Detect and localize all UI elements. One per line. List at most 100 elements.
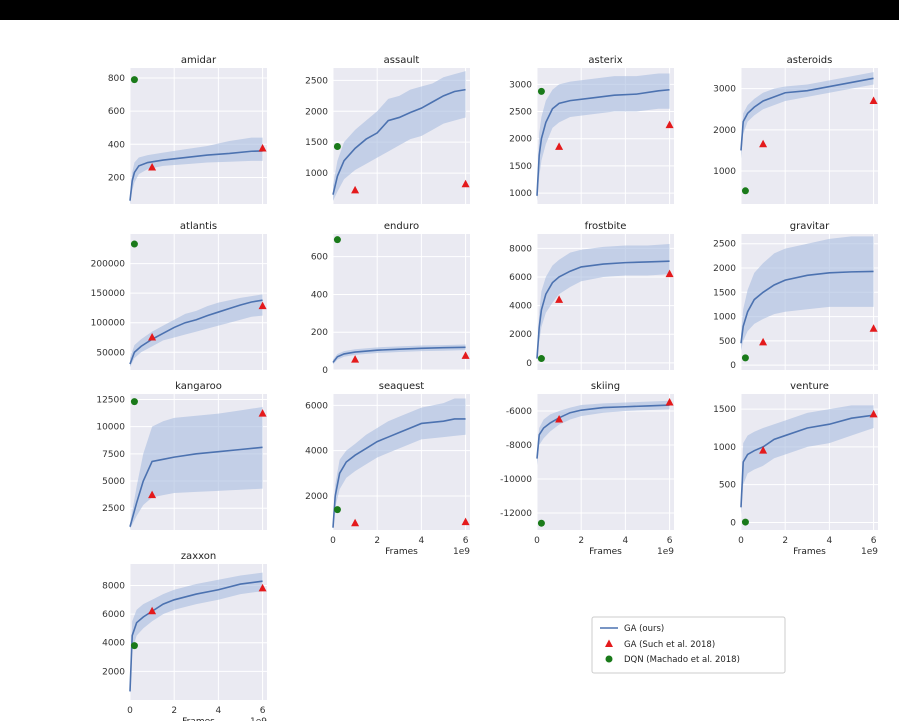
panel-kangaroo: kangaroo 2500 5000 7500 10000 12500 (96, 381, 267, 530)
y-tick-label: 800 (108, 74, 125, 84)
panel-title: enduro (384, 221, 419, 232)
y-tick-label: 2000 (102, 667, 125, 677)
top-black-bar (0, 0, 899, 20)
ga-such-marker (258, 409, 267, 417)
x-tick-label: 0 (127, 706, 133, 716)
x-tick-label: 2 (374, 536, 380, 546)
legend-triangle-swatch (605, 639, 613, 647)
y-tick-label: 200 (108, 173, 125, 183)
x-exponent-label: 1e9 (657, 547, 674, 557)
y-tick-label: 5000 (102, 477, 125, 487)
y-tick-label: 4000 (509, 302, 532, 312)
dqn-marker (537, 355, 545, 363)
x-axis-label: Frames (589, 547, 622, 557)
y-tick-label: 3000 (713, 85, 736, 95)
ga-such-marker (759, 139, 768, 148)
ga-ours-line (332, 88, 466, 195)
ga-such-marker (665, 269, 674, 278)
y-tick-label: 1000 (713, 313, 736, 323)
panel-asterix: asterix 1000 1500 2000 2500 3000 (509, 55, 674, 204)
y-tick-label: 10000 (96, 423, 125, 433)
panel-title: amidar (181, 55, 217, 66)
dqn-marker (741, 187, 749, 195)
panel-title: venture (790, 381, 829, 392)
x-axis-label: Frames (385, 547, 418, 557)
y-tick-label: 8000 (102, 581, 125, 591)
y-tick-label: 500 (719, 337, 736, 347)
ga-ours-line (740, 414, 874, 508)
ga-ours-line (740, 77, 874, 151)
y-tick-label: 2000 (713, 264, 736, 274)
y-tick-label: 100000 (91, 319, 126, 329)
x-axis-label: Frames (182, 717, 215, 721)
panel-title: zaxxon (181, 551, 216, 562)
ga-ours-line (129, 150, 263, 201)
x-exponent-label: 1e9 (250, 717, 267, 721)
ga-such-marker (869, 324, 878, 332)
y-tick-label: 2000 (305, 492, 328, 502)
ga-ours-line (740, 270, 874, 344)
y-tick-label: 12500 (96, 395, 125, 405)
ga-such-marker (258, 143, 267, 152)
panel-atlantis: atlantis 50000 100000 150000 200000 (91, 221, 267, 370)
ga-ours-band (333, 398, 466, 530)
ga-ours-line (129, 446, 263, 527)
ga-such-marker (351, 355, 360, 363)
ga-such-marker (665, 398, 674, 406)
ga-ours-band (130, 137, 263, 204)
y-tick-label: 7500 (102, 450, 125, 460)
legend-dot-swatch (605, 655, 613, 663)
ga-ours-line (536, 260, 670, 359)
plot-area (130, 68, 267, 204)
y-tick-label: 1000 (305, 169, 328, 179)
y-tick-label: 2000 (509, 330, 532, 340)
legend-entry: GA (ours) (624, 624, 664, 634)
y-tick-label: 8000 (509, 244, 532, 254)
panel-assault: assault 1000 1500 2000 2500 (305, 55, 470, 204)
ga-ours-band (130, 407, 263, 529)
ga-such-marker (555, 415, 564, 423)
x-tick-label: 0 (534, 536, 540, 546)
dqn-marker (333, 143, 341, 151)
ga-ours-band (537, 244, 670, 360)
ga-such-marker (555, 142, 564, 150)
panel-title: atlantis (180, 221, 217, 232)
dqn-marker (130, 76, 138, 84)
panel-frostbite: frostbite 0 2000 4000 6000 8000 (509, 221, 674, 370)
y-tick-label: 0 (730, 361, 736, 371)
legend-entry: GA (Such et al. 2018) (624, 640, 715, 650)
dqn-marker (333, 506, 341, 514)
x-tick-label: 4 (419, 536, 425, 546)
y-tick-label: 150000 (91, 289, 126, 299)
ga-such-marker (665, 120, 674, 129)
panel-venture: venture 0 500 1000 1500 0 2 4 6 Frames 1e9 (713, 381, 878, 557)
ga-ours-band (130, 572, 263, 695)
y-tick-label: -12000 (500, 509, 532, 519)
ga-such-marker (148, 163, 157, 171)
dqn-marker (130, 398, 138, 406)
y-tick-label: 1500 (305, 138, 328, 148)
y-tick-label: 2500 (713, 240, 736, 250)
x-tick-label: 4 (827, 536, 833, 546)
x-tick-label: 4 (216, 706, 222, 716)
y-tick-label: 0 (526, 359, 532, 369)
ga-such-marker (148, 490, 157, 499)
ga-such-marker (555, 295, 564, 303)
ga-ours-line (129, 580, 263, 692)
y-tick-label: 2000 (509, 135, 532, 145)
y-tick-label: 400 (311, 290, 328, 300)
ga-ours-band (537, 400, 670, 466)
x-tick-label: 2 (578, 536, 584, 546)
dqn-marker (333, 236, 341, 244)
y-tick-label: -8000 (506, 441, 532, 451)
x-tick-label: 6 (871, 536, 877, 546)
legend: GA (ours) GA (Such et al. 2018) DQN (Macha… (591, 616, 786, 674)
dqn-marker (537, 87, 545, 95)
y-tick-label: 3000 (509, 80, 532, 90)
ga-such-marker (351, 518, 360, 527)
x-tick-label: 0 (738, 536, 744, 546)
panel-skiing: skiing -12000 -10000 -8000 -6000 0 2 4 6 Frames 1e… (500, 381, 674, 557)
y-tick-label: 6000 (102, 610, 125, 620)
y-tick-label: 600 (311, 253, 328, 263)
